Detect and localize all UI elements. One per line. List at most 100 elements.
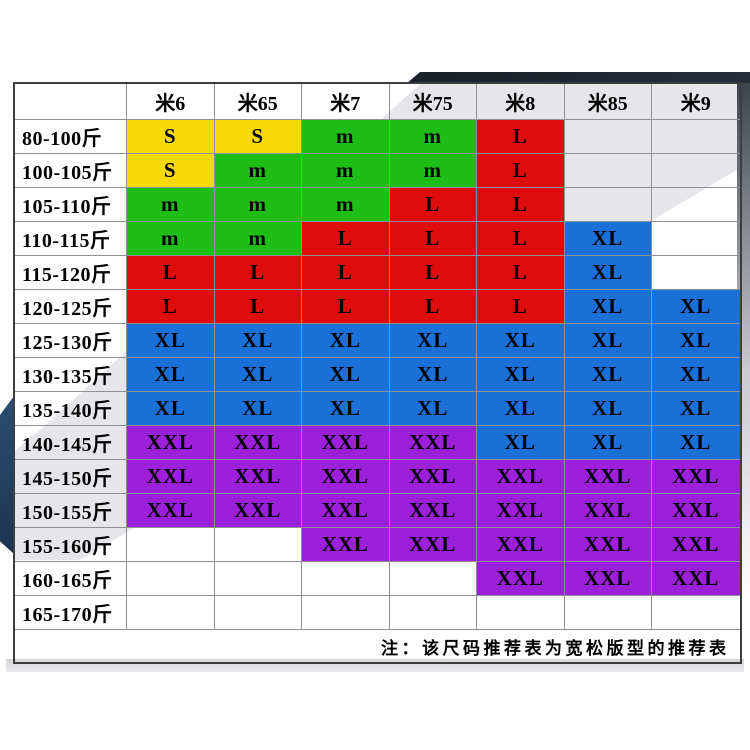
row-header: 115-120斤 [15,256,127,290]
size-cell [389,596,477,630]
size-cell: XXL [127,494,215,528]
size-cell: XXL [389,528,477,562]
size-cell [564,154,652,188]
size-cell: L [302,222,390,256]
size-cell: XXL [214,460,302,494]
row-header: 140-145斤 [15,426,127,460]
row-header: 160-165斤 [15,562,127,596]
size-cell [477,596,565,630]
row-header: 110-115斤 [15,222,127,256]
row-header: 145-150斤 [15,460,127,494]
column-header: 米7 [302,84,390,120]
size-cell: XL [477,358,565,392]
size-cell: L [302,256,390,290]
size-cell [214,596,302,630]
size-cell: XL [652,426,740,460]
size-cell: XL [214,324,302,358]
size-cell [302,562,390,596]
size-cell: XL [652,290,740,324]
size-cell [214,528,302,562]
size-cell: XL [214,358,302,392]
size-cell: XXL [564,494,652,528]
size-cell: XL [389,358,477,392]
size-cell: m [389,120,477,154]
size-cell [652,256,740,290]
size-cell: L [389,256,477,290]
size-cell: XL [564,222,652,256]
size-cell: XL [564,290,652,324]
size-cell: XXL [564,528,652,562]
size-cell: XL [652,392,740,426]
size-cell: XL [127,324,215,358]
size-cell: XXL [652,460,740,494]
size-cell [652,120,740,154]
size-cell: XXL [477,460,565,494]
size-cell: L [302,290,390,324]
size-cell: XXL [302,528,390,562]
size-cell [127,596,215,630]
column-header: 米65 [214,84,302,120]
row-header: 105-110斤 [15,188,127,222]
size-cell [652,188,740,222]
size-cell: XL [302,392,390,426]
size-cell: m [127,188,215,222]
size-cell: XL [302,358,390,392]
size-cell [564,188,652,222]
size-cell: XXL [389,460,477,494]
corner-cell [15,84,127,120]
column-header: 米8 [477,84,565,120]
size-cell: XL [564,426,652,460]
size-cell: S [214,120,302,154]
size-cell: XL [652,324,740,358]
size-cell: L [477,222,565,256]
row-header: 135-140斤 [15,392,127,426]
size-cell: L [477,188,565,222]
size-cell [652,596,740,630]
size-cell: L [389,222,477,256]
size-cell: XL [477,392,565,426]
row-header: 150-155斤 [15,494,127,528]
size-cell: XL [564,358,652,392]
size-cell: XL [302,324,390,358]
size-cell: L [214,290,302,324]
size-cell [564,596,652,630]
left-navy-triangle [0,396,14,554]
size-cell: XXL [652,528,740,562]
row-header: 130-135斤 [15,358,127,392]
size-cell: L [477,120,565,154]
size-cell: XL [477,426,565,460]
size-cell [214,562,302,596]
size-cell: XXL [302,494,390,528]
size-cell: XXL [564,460,652,494]
size-cell: XXL [302,426,390,460]
size-cell [302,596,390,630]
size-cell: L [389,290,477,324]
size-cell: L [127,290,215,324]
size-cell: m [302,120,390,154]
size-cell [389,562,477,596]
row-header: 155-160斤 [15,528,127,562]
size-cell [652,222,740,256]
size-cell: XXL [477,494,565,528]
row-header: 100-105斤 [15,154,127,188]
size-cell: m [302,188,390,222]
size-cell: XL [564,392,652,426]
size-cell: XL [477,324,565,358]
size-cell: XXL [477,528,565,562]
size-cell: XXL [214,494,302,528]
size-cell: m [214,154,302,188]
row-header: 120-125斤 [15,290,127,324]
size-cell: XL [389,392,477,426]
top-navy-band [406,72,750,84]
size-cell: XL [127,358,215,392]
column-header: 米75 [389,84,477,120]
size-cell [564,120,652,154]
size-cell: L [389,188,477,222]
size-cell: m [389,154,477,188]
size-cell: XXL [127,460,215,494]
size-cell: L [477,290,565,324]
size-cell: L [127,256,215,290]
column-header: 米85 [564,84,652,120]
size-cell: S [127,154,215,188]
